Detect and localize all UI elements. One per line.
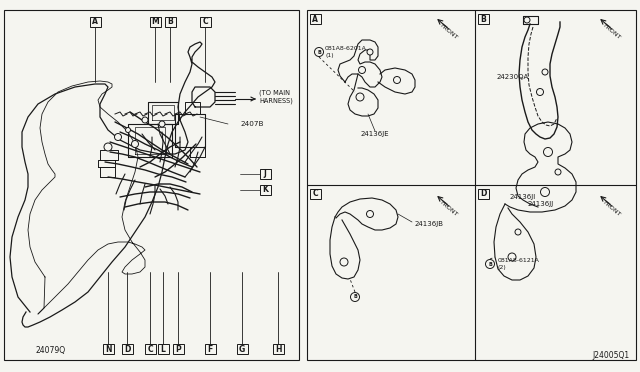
Circle shape [115, 134, 122, 141]
Text: C: C [312, 189, 318, 199]
Circle shape [340, 258, 348, 266]
Text: FRONT: FRONT [602, 23, 621, 41]
Text: A: A [92, 17, 98, 26]
Circle shape [515, 229, 521, 235]
Text: 24136JE: 24136JE [361, 131, 389, 137]
Bar [200, 17, 211, 27]
Text: N: N [105, 344, 111, 353]
Text: (1): (1) [325, 54, 333, 58]
Circle shape [367, 211, 374, 218]
Text: 24079Q: 24079Q [35, 346, 65, 355]
Bar [157, 344, 168, 354]
Text: J: J [264, 170, 266, 179]
Text: FRONT: FRONT [439, 23, 459, 41]
Circle shape [555, 169, 561, 175]
Circle shape [543, 148, 552, 157]
Text: FRONT: FRONT [602, 200, 621, 218]
Bar [259, 185, 271, 195]
Circle shape [524, 17, 530, 23]
Circle shape [314, 48, 323, 57]
Bar [259, 169, 271, 179]
Circle shape [541, 187, 550, 196]
Circle shape [125, 128, 131, 132]
Text: 24136JJ: 24136JJ [528, 201, 554, 207]
Text: H: H [275, 344, 281, 353]
Bar [310, 14, 321, 24]
Text: M: M [151, 17, 159, 26]
Bar [150, 17, 161, 27]
Text: B: B [488, 262, 492, 266]
Text: K: K [262, 186, 268, 195]
Bar [173, 344, 184, 354]
Bar [122, 344, 132, 354]
Bar [102, 344, 113, 354]
Circle shape [486, 260, 495, 269]
Text: (TO MAIN
HARNESS): (TO MAIN HARNESS) [259, 90, 293, 104]
Bar [237, 344, 248, 354]
Text: G: G [239, 344, 245, 353]
Text: FRONT: FRONT [439, 200, 459, 218]
Text: P: P [175, 344, 181, 353]
Bar [145, 344, 156, 354]
Circle shape [358, 67, 365, 74]
Text: F: F [207, 344, 212, 353]
Text: B: B [480, 15, 486, 23]
Bar [164, 17, 175, 27]
Circle shape [131, 141, 138, 148]
Text: J24005Q1: J24005Q1 [593, 352, 630, 360]
Bar [90, 17, 100, 27]
Text: 081A8-6201A: 081A8-6201A [325, 46, 367, 51]
Text: 24230QA: 24230QA [497, 74, 529, 80]
Text: L: L [161, 344, 165, 353]
Text: B: B [353, 295, 357, 299]
Circle shape [367, 49, 373, 55]
Text: C: C [147, 344, 153, 353]
Circle shape [142, 117, 148, 123]
Text: 24136JB: 24136JB [415, 221, 444, 227]
Bar [205, 344, 216, 354]
Text: D: D [480, 189, 486, 199]
Text: D: D [124, 344, 130, 353]
Bar [4, 10, 299, 360]
Circle shape [159, 121, 165, 127]
Circle shape [508, 253, 516, 261]
Text: C: C [202, 17, 208, 26]
Text: (2): (2) [498, 264, 507, 269]
Bar [477, 14, 488, 24]
Bar [477, 189, 488, 199]
Bar [310, 189, 321, 199]
Circle shape [536, 89, 543, 96]
Circle shape [104, 143, 112, 151]
Text: 081A8-6121A: 081A8-6121A [498, 257, 540, 263]
Circle shape [394, 77, 401, 83]
Text: B: B [167, 17, 173, 26]
Text: 2407B: 2407B [240, 121, 264, 127]
Circle shape [356, 93, 364, 101]
Circle shape [542, 69, 548, 75]
Bar [273, 344, 284, 354]
Bar [307, 10, 636, 360]
Text: B: B [317, 49, 321, 55]
Text: 24136JI: 24136JI [510, 194, 536, 200]
Text: A: A [312, 15, 318, 23]
Circle shape [351, 292, 360, 301]
